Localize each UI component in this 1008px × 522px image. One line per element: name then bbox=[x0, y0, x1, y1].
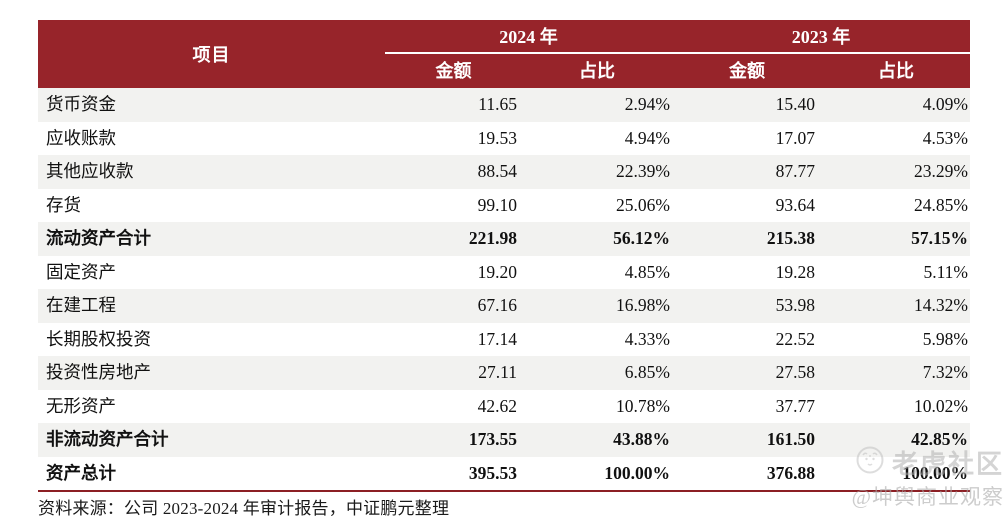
row-value: 11.65 bbox=[478, 94, 517, 114]
row-value: 53.98 bbox=[775, 295, 815, 315]
subheader-row: 金额 占比 金额 占比 bbox=[385, 54, 970, 86]
row-value: 43.88% bbox=[613, 429, 670, 449]
year-header-row: 2024 年 2023 年 bbox=[385, 20, 970, 54]
row-value: 395.53 bbox=[468, 462, 517, 483]
row-value: 22.52 bbox=[775, 328, 815, 349]
row-value: 376.88 bbox=[766, 462, 815, 483]
table-row: 投资性房地产 27.11 6.85% 27.58 7.32% bbox=[38, 356, 970, 390]
row-value: 7.32% bbox=[922, 362, 968, 382]
row-item-label: 应收账款 bbox=[46, 127, 116, 148]
row-value: 93.64 bbox=[775, 194, 815, 215]
row-value: 88.54 bbox=[477, 161, 517, 181]
row-value: 24.85% bbox=[914, 194, 968, 215]
source-note: 资料来源：公司 2023-2024 年审计报告，中证鹏元整理 bbox=[38, 499, 450, 518]
row-value: 6.85% bbox=[624, 362, 670, 382]
row-value: 87.77 bbox=[775, 161, 815, 181]
row-value: 17.14 bbox=[477, 328, 517, 349]
table-body: 货币资金 11.65 2.94% 15.40 4.09% 应收账款 19.53 4.94% 17… bbox=[38, 88, 970, 492]
row-value: 56.12% bbox=[613, 228, 670, 248]
row-value: 67.16 bbox=[477, 295, 517, 315]
row-item-label: 货币资金 bbox=[46, 94, 116, 114]
row-value: 215.38 bbox=[766, 228, 815, 248]
row-value: 37.77 bbox=[775, 395, 815, 416]
column-group-2024: 2024 年 bbox=[499, 27, 558, 47]
row-item-label: 非流动资产合计 bbox=[46, 429, 169, 449]
row-value: 10.02% bbox=[914, 395, 968, 416]
row-value: 19.53 bbox=[477, 127, 517, 148]
row-item-label: 投资性房地产 bbox=[46, 362, 151, 382]
table-row: 非流动资产合计 173.55 43.88% 161.50 42.85% bbox=[38, 423, 970, 457]
row-value: 25.06% bbox=[616, 194, 670, 215]
table-row: 无形资产 42.62 10.78% 37.77 10.02% bbox=[38, 389, 970, 423]
row-item-label: 长期股权投资 bbox=[46, 328, 151, 349]
row-item-label: 其他应收款 bbox=[46, 161, 134, 181]
row-value: 23.29% bbox=[914, 161, 968, 181]
row-value: 221.98 bbox=[468, 228, 517, 248]
table-row: 固定资产 19.20 4.85% 19.28 5.11% bbox=[38, 255, 970, 289]
row-value: 5.98% bbox=[922, 328, 968, 349]
row-value: 5.11% bbox=[923, 261, 968, 282]
row-value: 4.53% bbox=[922, 127, 968, 148]
column-header-amount-2024: 金额 bbox=[435, 61, 472, 81]
row-value: 17.07 bbox=[775, 127, 815, 148]
row-value: 42.85% bbox=[911, 429, 968, 449]
row-value: 161.50 bbox=[766, 429, 815, 449]
row-value: 10.78% bbox=[616, 395, 670, 416]
column-group-2023: 2023 年 bbox=[791, 27, 851, 47]
table-row: 其他应收款 88.54 22.39% 87.77 23.29% bbox=[38, 155, 970, 189]
row-value: 4.94% bbox=[624, 127, 670, 148]
row-value: 100.00% bbox=[604, 462, 670, 483]
table-header-right: 2024 年 2023 年 金额 占比 金额 占比 bbox=[385, 20, 970, 88]
row-item-label: 存货 bbox=[46, 194, 81, 215]
table-header: 项目 2024 年 2023 年 金额 占比 金额 占比 bbox=[38, 20, 970, 88]
table-row: 在建工程 67.16 16.98% 53.98 14.32% bbox=[38, 289, 970, 323]
column-header-share-2024: 占比 bbox=[579, 61, 615, 81]
row-value: 19.20 bbox=[477, 261, 517, 282]
row-value: 4.33% bbox=[624, 328, 670, 349]
row-value: 16.98% bbox=[616, 295, 670, 315]
table-row: 流动资产合计 221.98 56.12% 215.38 57.15% bbox=[38, 222, 970, 256]
row-item-label: 无形资产 bbox=[46, 395, 116, 416]
column-header-share-2023: 占比 bbox=[878, 61, 914, 81]
row-value: 27.58 bbox=[775, 362, 815, 382]
row-value: 4.85% bbox=[624, 261, 670, 282]
column-header-amount-2023: 金额 bbox=[729, 61, 765, 81]
table-row: 存货 99.10 25.06% 93.64 24.85% bbox=[38, 188, 970, 222]
row-item-label: 资产总计 bbox=[46, 462, 116, 483]
row-value: 14.32% bbox=[914, 295, 968, 315]
table-row: 货币资金 11.65 2.94% 15.40 4.09% bbox=[38, 88, 970, 122]
row-value: 2.94% bbox=[624, 94, 670, 114]
row-item-label: 流动资产合计 bbox=[46, 228, 151, 248]
row-value: 15.40 bbox=[775, 94, 815, 114]
row-value: 173.55 bbox=[468, 429, 517, 449]
row-value: 4.09% bbox=[922, 94, 968, 114]
row-value: 19.28 bbox=[775, 261, 815, 282]
table-row: 资产总计 395.53 100.00% 376.88 100.00% bbox=[38, 456, 970, 490]
table-row: 长期股权投资 17.14 4.33% 22.52 5.98% bbox=[38, 322, 970, 356]
row-value: 42.62 bbox=[477, 395, 517, 416]
row-value: 99.10 bbox=[477, 194, 517, 215]
row-value: 22.39% bbox=[616, 161, 670, 181]
table-row: 应收账款 19.53 4.94% 17.07 4.53% bbox=[38, 121, 970, 155]
row-item-label: 固定资产 bbox=[46, 261, 116, 282]
row-value: 27.11 bbox=[478, 362, 517, 382]
column-header-item: 项目 bbox=[192, 45, 231, 65]
row-value: 57.15% bbox=[911, 228, 968, 248]
row-item-label: 在建工程 bbox=[46, 295, 116, 315]
row-value: 100.00% bbox=[902, 462, 968, 483]
assets-table: 项目 2024 年 2023 年 金额 占比 金额 占比 货币资金 11.65 2.… bbox=[38, 20, 970, 492]
